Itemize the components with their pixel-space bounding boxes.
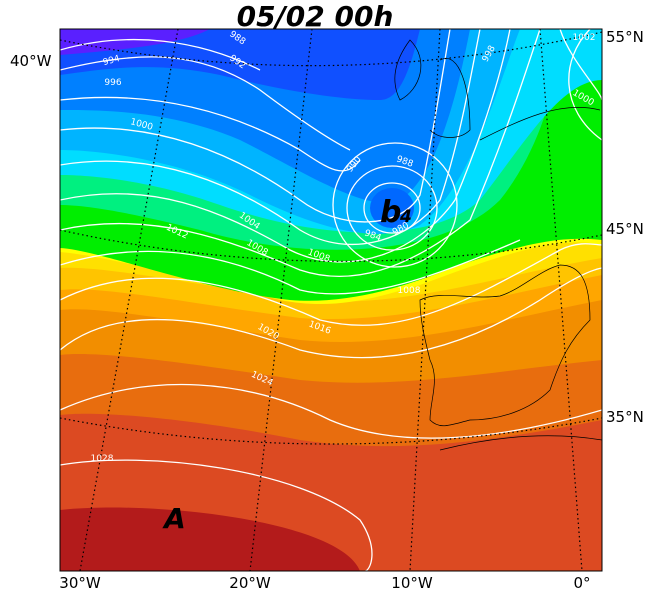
title: 05/02 00h <box>237 0 394 33</box>
high-center: A <box>162 502 186 535</box>
low-center: b <box>380 195 401 230</box>
isobars <box>60 29 602 571</box>
low-index: 4 <box>399 207 412 227</box>
pressure-field: A b 4 <box>60 29 602 571</box>
lat-label: 55°N <box>606 28 644 46</box>
lon-label: 20°W <box>229 574 271 592</box>
lon-label: 30°W <box>59 574 101 592</box>
isobar-label: 996 <box>104 78 121 88</box>
lat-label: 35°N <box>606 408 644 426</box>
lon-label: 10°W <box>391 574 433 592</box>
coastline <box>394 39 602 451</box>
lat-label: 45°N <box>606 220 644 238</box>
isobar-label: 1008 <box>398 286 421 296</box>
graticule <box>60 29 602 571</box>
frame <box>59 28 603 572</box>
isobar-label: 1028 <box>91 454 114 464</box>
lon-label: 0° <box>573 574 590 592</box>
isobar-label: 1002 <box>573 33 596 43</box>
isobar-label: 994 <box>102 54 121 68</box>
lon-label: 40°W <box>10 52 52 70</box>
